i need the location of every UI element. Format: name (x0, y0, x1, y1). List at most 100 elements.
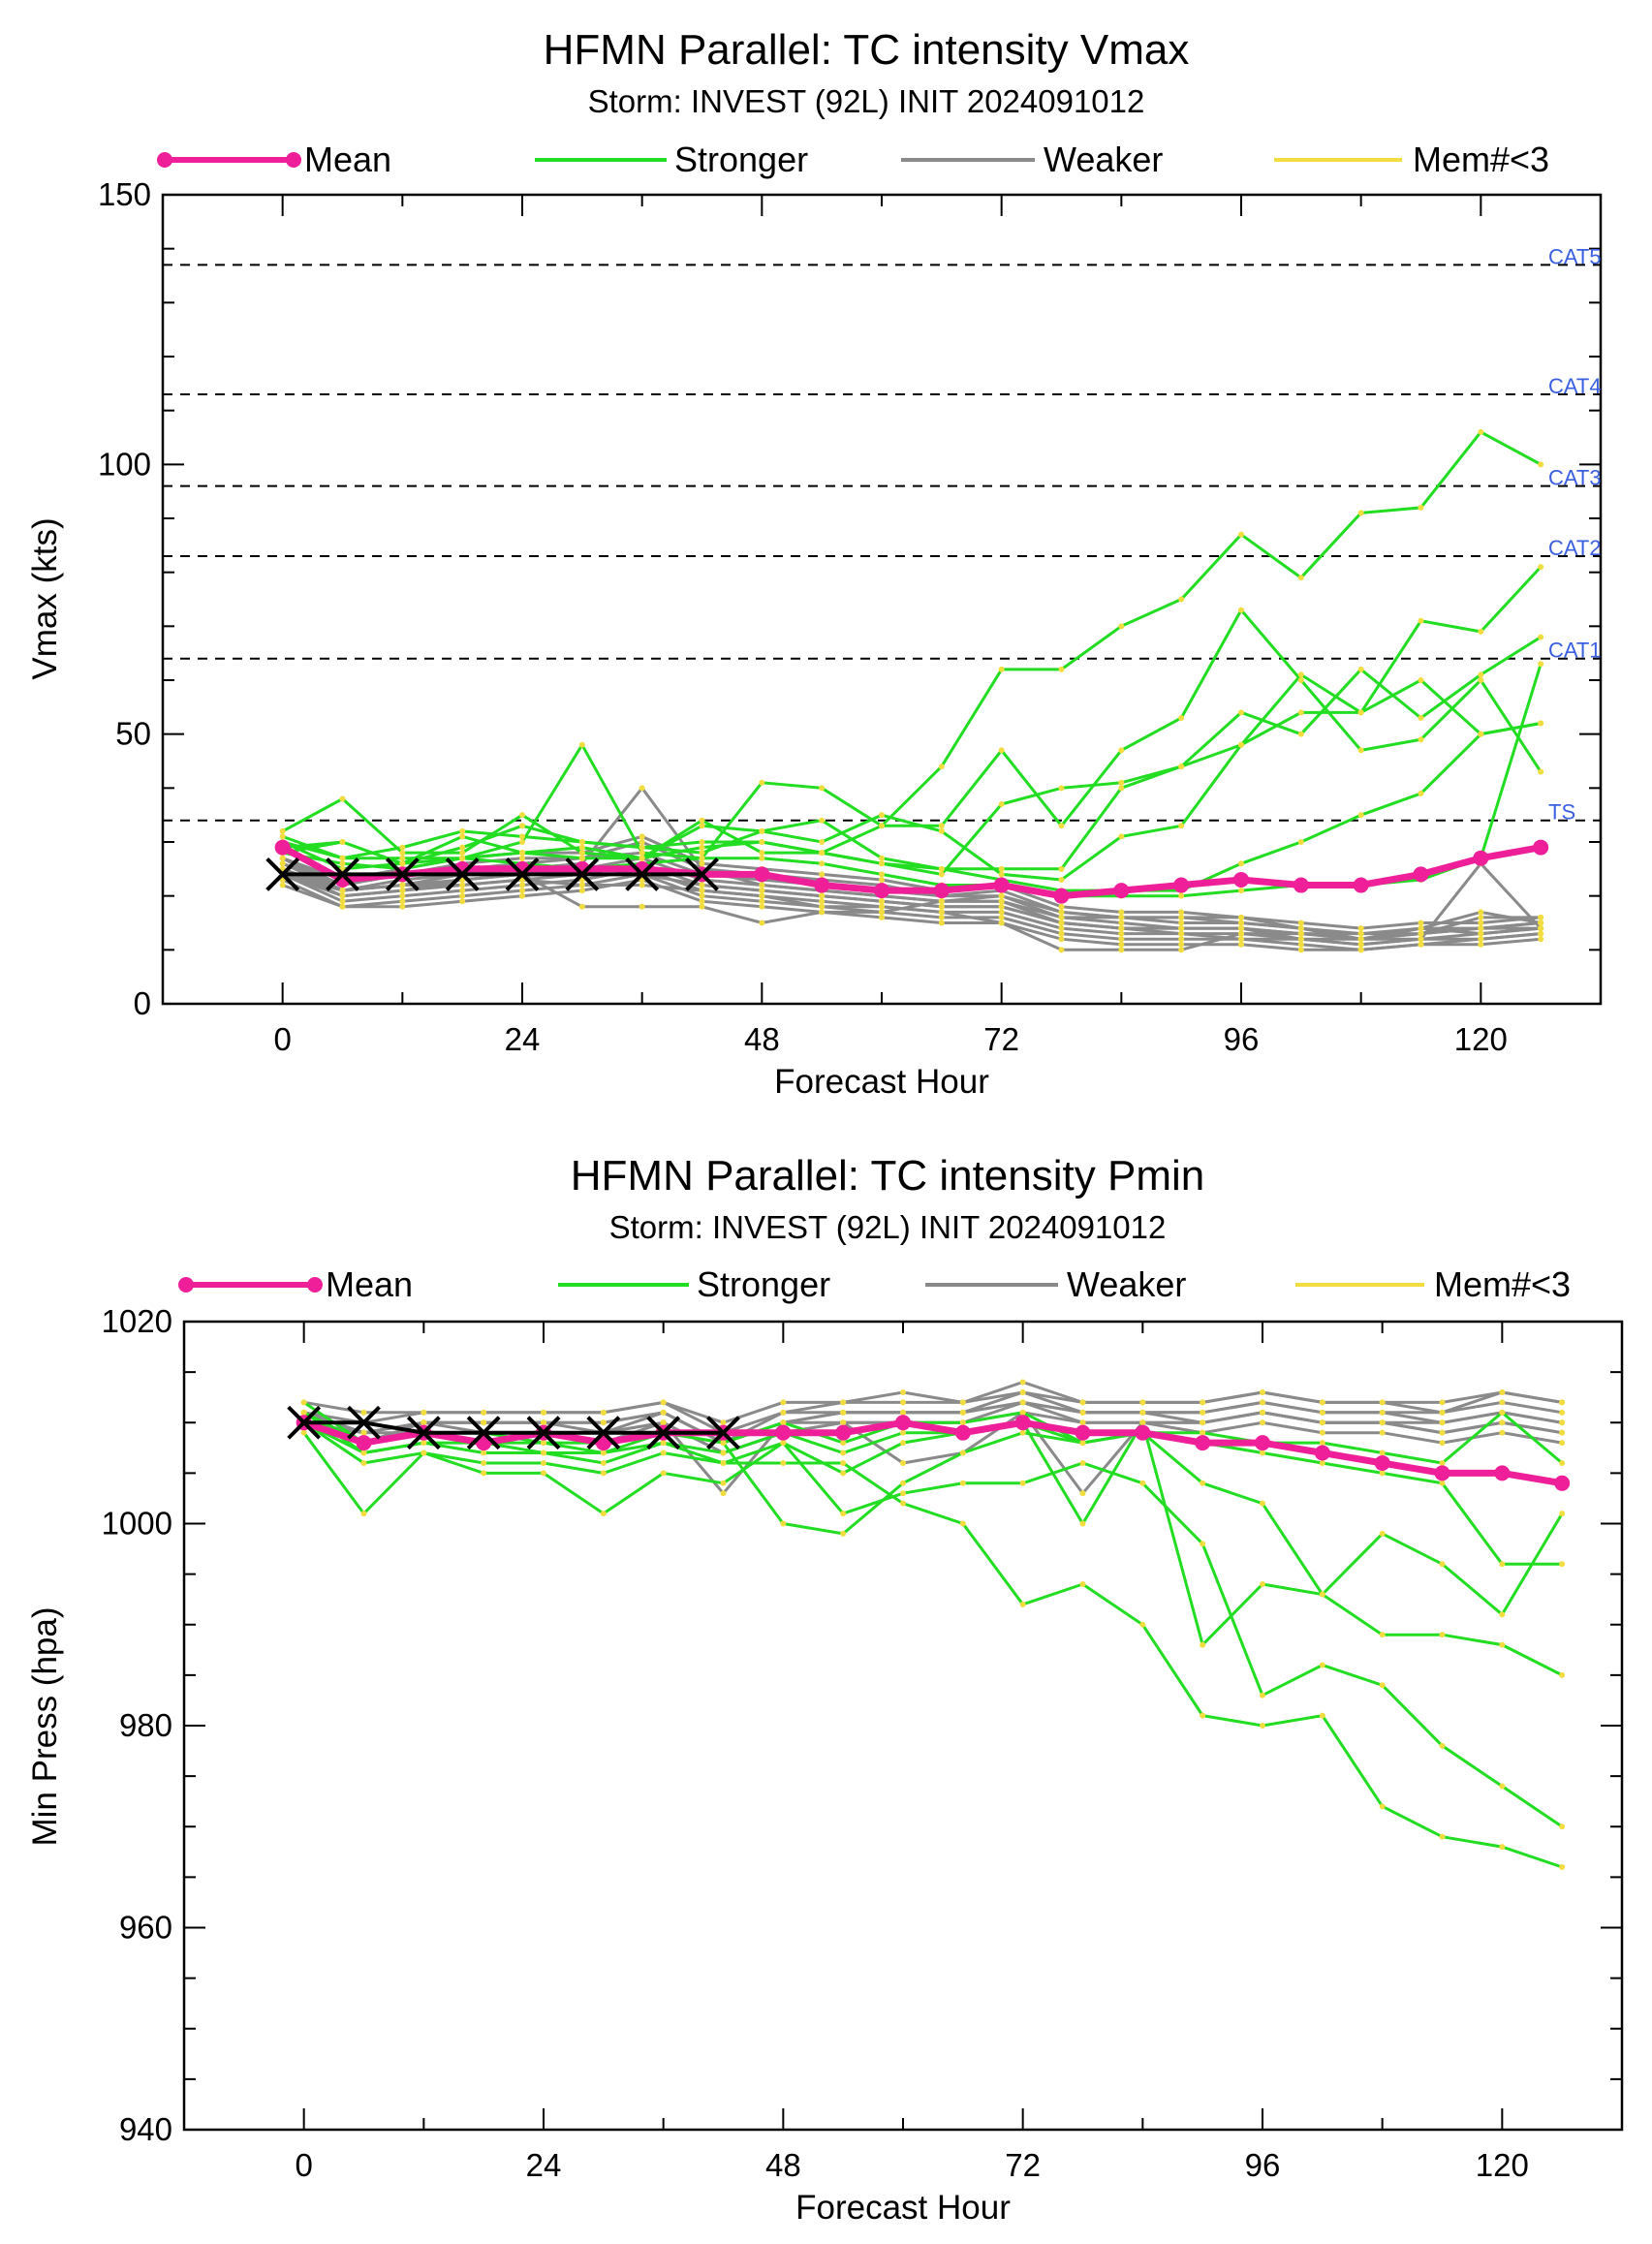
vmax-member-point (399, 888, 406, 894)
vmax-member-point (1297, 575, 1304, 581)
pmin-mean-point (1075, 1424, 1091, 1441)
pmin-member-point (1319, 1399, 1325, 1406)
vmax-member-point (1357, 666, 1364, 672)
vmax-observed-marker (385, 857, 420, 891)
vmax-member-point (1178, 914, 1185, 920)
vmax-member-point (699, 855, 705, 861)
pmin-member-point (900, 1490, 906, 1497)
pmin-member-point (600, 1449, 607, 1456)
pmin-member-point (1079, 1520, 1086, 1527)
vmax-member-point (998, 914, 1005, 920)
legend-stronger-label: Stronger (674, 140, 808, 179)
pmin-legend: Mean Stronger Weaker Mem#<3 (178, 1264, 1571, 1304)
pmin-mean-point (1434, 1465, 1450, 1481)
pmin-member-point (840, 1399, 847, 1406)
pmin-member-point (1499, 1419, 1506, 1426)
pmin-member-point (1559, 1440, 1566, 1447)
pmin-member-point (600, 1409, 607, 1416)
vmax-member-point (399, 844, 406, 851)
vmax-mean-point (1353, 877, 1369, 893)
pmin-member-point (1260, 1581, 1265, 1588)
vmax-mean-point (1233, 871, 1249, 888)
legend-weaker-label: Weaker (1067, 1264, 1186, 1304)
vmax-member-point (938, 865, 945, 872)
vmax-member-point (1418, 925, 1424, 932)
pmin-member-point (1319, 1409, 1325, 1416)
vmax-x-tick-label: 48 (744, 1021, 780, 1057)
vmax-member-point (938, 823, 945, 829)
vmax-mean-point (1473, 850, 1489, 866)
pmin-member-point (1319, 1459, 1325, 1466)
pmin-member-point (840, 1419, 847, 1426)
pmin-member-point (1379, 1470, 1386, 1477)
pmin-member-point (1319, 1712, 1325, 1719)
pmin-mean-point (775, 1424, 792, 1441)
vmax-member-point (938, 827, 945, 834)
vmax-member-point (519, 888, 525, 894)
pmin-member-point (1079, 1459, 1086, 1466)
vmax-plot-area: 0 50 100 150 0 24 48 72 96 120 TS CAT1 CAT2 CAT3 CAT4 C… (98, 176, 1603, 1057)
pmin-member-point (1200, 1641, 1206, 1648)
pmin-member-point (421, 1440, 427, 1447)
vmax-member-point (279, 882, 286, 888)
vmax-mean-point (1533, 839, 1549, 856)
vmax-member-point (879, 855, 885, 861)
vmax-member-point (279, 855, 286, 861)
vmax-member-point (819, 892, 826, 899)
legend-mean-marker-start (157, 152, 172, 168)
pmin-member-point (481, 1470, 487, 1477)
pmin-member-point (1559, 1823, 1566, 1830)
pmin-member-point (481, 1449, 487, 1456)
pmin-member-point (1379, 1419, 1386, 1426)
vmax-member-point (578, 903, 585, 910)
vmax-chart-subtitle: Storm: INVEST (92L) INIT 2024091012 (588, 83, 1145, 119)
pmin-stronger-member-line-1 (302, 1421, 1563, 1869)
vmax-member-point (1297, 677, 1304, 683)
vmax-mean-point (274, 839, 291, 856)
vmax-member-point (819, 860, 826, 867)
vmax-member-point (1178, 764, 1185, 770)
vmax-member-point (1357, 812, 1364, 819)
pmin-member-point (1379, 1429, 1386, 1436)
pmin-member-point (1200, 1429, 1206, 1436)
pmin-member-point (1559, 1511, 1566, 1517)
vmax-member-point (1478, 936, 1484, 943)
pmin-member-point (1499, 1641, 1506, 1648)
pmin-member-point (780, 1399, 787, 1406)
vmax-stronger-member-line-3 (281, 636, 1542, 871)
vmax-member-point (1118, 930, 1125, 937)
pmin-member-point (1379, 1399, 1386, 1406)
pmin-member-point (421, 1449, 427, 1456)
pmin-member-point (1379, 1632, 1386, 1638)
pmin-stronger-member-line-4 (302, 1401, 1564, 1617)
vmax-mean-point (933, 883, 950, 899)
vmax-stronger-member-line-4 (282, 566, 1543, 877)
vmax-mean-point (754, 866, 770, 883)
vmax-member-point (879, 871, 885, 878)
pmin-member-point (1439, 1409, 1446, 1416)
pmin-member-point (1139, 1399, 1146, 1406)
vmax-member-point (1418, 677, 1424, 683)
vmax-member-point (1178, 892, 1185, 899)
vmax-member-point (1357, 709, 1364, 716)
vmax-member-point (938, 919, 945, 926)
pmin-member-point (600, 1419, 607, 1426)
vmax-member-point (998, 903, 1005, 910)
pmin-member-point (1379, 1409, 1386, 1416)
vmax-member-point (1297, 671, 1304, 678)
pmin-mean-line (302, 1418, 1563, 1487)
pmin-member-point (360, 1429, 367, 1436)
vmax-member-point (938, 898, 945, 905)
pmin-member-point (1079, 1440, 1086, 1447)
vmax-member-point (519, 812, 525, 819)
pmin-member-point (421, 1419, 427, 1426)
vmax-member-point (998, 747, 1005, 754)
pmin-member-point (1079, 1490, 1086, 1497)
vmax-member-point (1058, 903, 1065, 910)
legend-mean-label: Mean (326, 1264, 413, 1304)
vmax-x-tick-label: 24 (505, 1021, 541, 1057)
vmax-member-point (639, 839, 645, 845)
vmax-member-point (1418, 714, 1424, 721)
vmax-observed-marker (505, 857, 540, 891)
vmax-member-point (1178, 823, 1185, 829)
